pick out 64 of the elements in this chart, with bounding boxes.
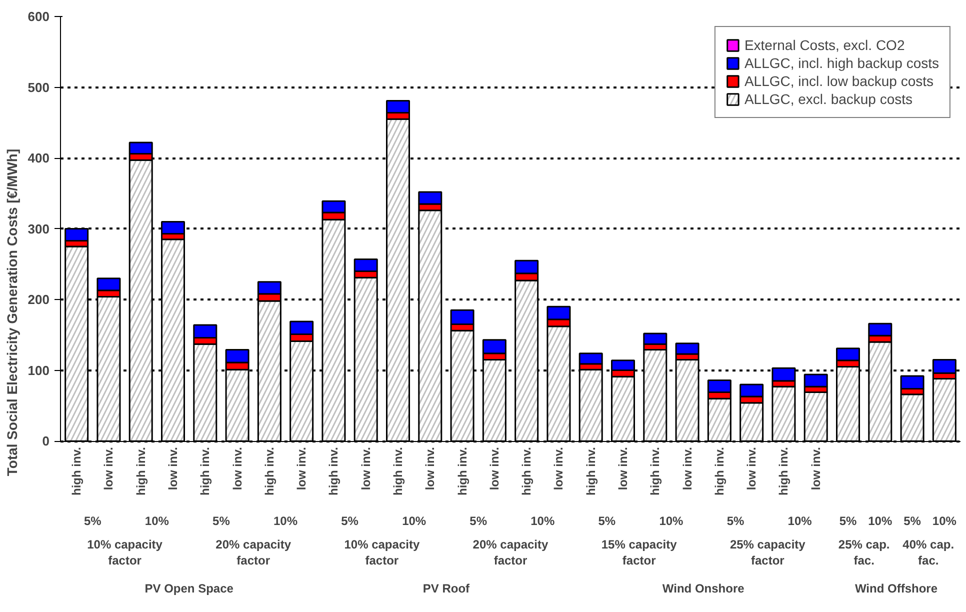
category-label: 10%	[273, 514, 298, 528]
legend-label: ALLGC, incl. low backup costs	[744, 73, 934, 89]
category-label: 10%	[402, 514, 426, 528]
y-tick-label: 100	[28, 362, 50, 378]
category-label: high inv.	[326, 447, 341, 496]
category-label: low inv.	[230, 447, 244, 490]
y-tick-label: 200	[28, 292, 50, 308]
category-label: 20% capacity factor	[216, 538, 292, 568]
category-label: high inv.	[262, 447, 276, 496]
y-tick-label: 0	[42, 434, 50, 449]
category-label: high inv.	[712, 447, 726, 496]
category-label: 25% capacity factor	[730, 538, 806, 568]
category-label: 20% capacity factor	[472, 538, 548, 568]
category-label: low inv.	[423, 447, 438, 490]
category-label: high inv.	[70, 447, 84, 496]
category-label: 5%	[470, 514, 488, 528]
category-label: high inv.	[648, 447, 662, 496]
category-label: 25% cap. fac.	[838, 538, 890, 568]
category-label: 5%	[84, 514, 102, 528]
category-label: high inv.	[455, 447, 470, 496]
category-label: Wind Offshore	[854, 582, 938, 596]
category-label: high inv.	[198, 447, 212, 496]
category-label: 5%	[839, 514, 857, 528]
category-label: high inv.	[391, 447, 405, 496]
category-label: 10%	[659, 514, 684, 528]
category-label: high inv.	[520, 447, 534, 496]
category-label: Wind Onshore	[662, 582, 744, 596]
category-label: 5%	[212, 514, 230, 528]
legend-label: External Costs, excl. CO2	[744, 37, 905, 53]
category-label: 40% cap. fac.	[902, 538, 954, 568]
category-label: 10%	[144, 514, 169, 528]
y-tick-label: 500	[28, 80, 50, 95]
category-label: low inv.	[616, 447, 630, 490]
category-label: low inv.	[552, 447, 566, 490]
category-label: high inv.	[134, 447, 148, 496]
category-label: 10% capacity factor	[344, 538, 420, 568]
y-tick-label: 300	[28, 221, 50, 236]
category-label: high inv.	[776, 447, 791, 496]
category-label: 5%	[341, 514, 358, 528]
legend-label: ALLGC, incl. high backup costs	[744, 55, 939, 71]
category-label: 5%	[904, 514, 921, 528]
category-label: 10% capacity factor	[87, 538, 162, 568]
category-label: PV Open Space	[144, 582, 234, 596]
y-tick-label: 600	[28, 9, 50, 24]
category-label: 10%	[932, 514, 956, 528]
y-axis-title: Total Social Electricity Generation Costs [€/MWh]	[4, 148, 20, 476]
category-label: high inv.	[584, 447, 598, 496]
legend-label: ALLGC, excl. backup costs	[744, 91, 913, 107]
category-label: 10%	[530, 514, 555, 528]
category-label: low inv.	[808, 447, 823, 490]
category-label: 10%	[868, 514, 892, 528]
category-label: low inv.	[487, 447, 502, 490]
category-label: low inv.	[744, 447, 759, 490]
category-label: 5%	[726, 514, 744, 528]
y-tick-label: 400	[28, 150, 50, 166]
category-label: 15% capacity factor	[601, 538, 677, 568]
category-label: 5%	[598, 514, 616, 528]
category-label: low inv.	[294, 447, 309, 490]
category-label: low inv.	[358, 447, 373, 490]
category-label: low inv.	[102, 447, 116, 490]
category-label: low inv.	[166, 447, 180, 490]
category-label: 10%	[788, 514, 812, 528]
category-label: PV Roof	[422, 582, 470, 596]
category-label: low inv.	[680, 447, 694, 490]
